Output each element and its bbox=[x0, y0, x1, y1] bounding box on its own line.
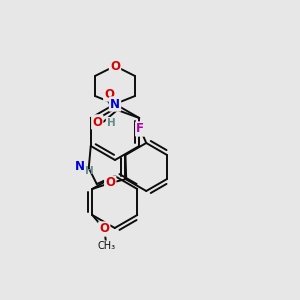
Text: F: F bbox=[136, 122, 144, 136]
Text: H: H bbox=[85, 166, 94, 176]
Text: O: O bbox=[104, 88, 114, 100]
Text: O: O bbox=[105, 176, 115, 190]
Text: CH₃: CH₃ bbox=[97, 241, 115, 251]
Text: N: N bbox=[75, 160, 85, 172]
Text: O: O bbox=[92, 116, 102, 128]
Text: N: N bbox=[110, 98, 120, 110]
Text: O: O bbox=[99, 223, 109, 236]
Text: H: H bbox=[107, 118, 116, 128]
Text: O: O bbox=[110, 59, 120, 73]
